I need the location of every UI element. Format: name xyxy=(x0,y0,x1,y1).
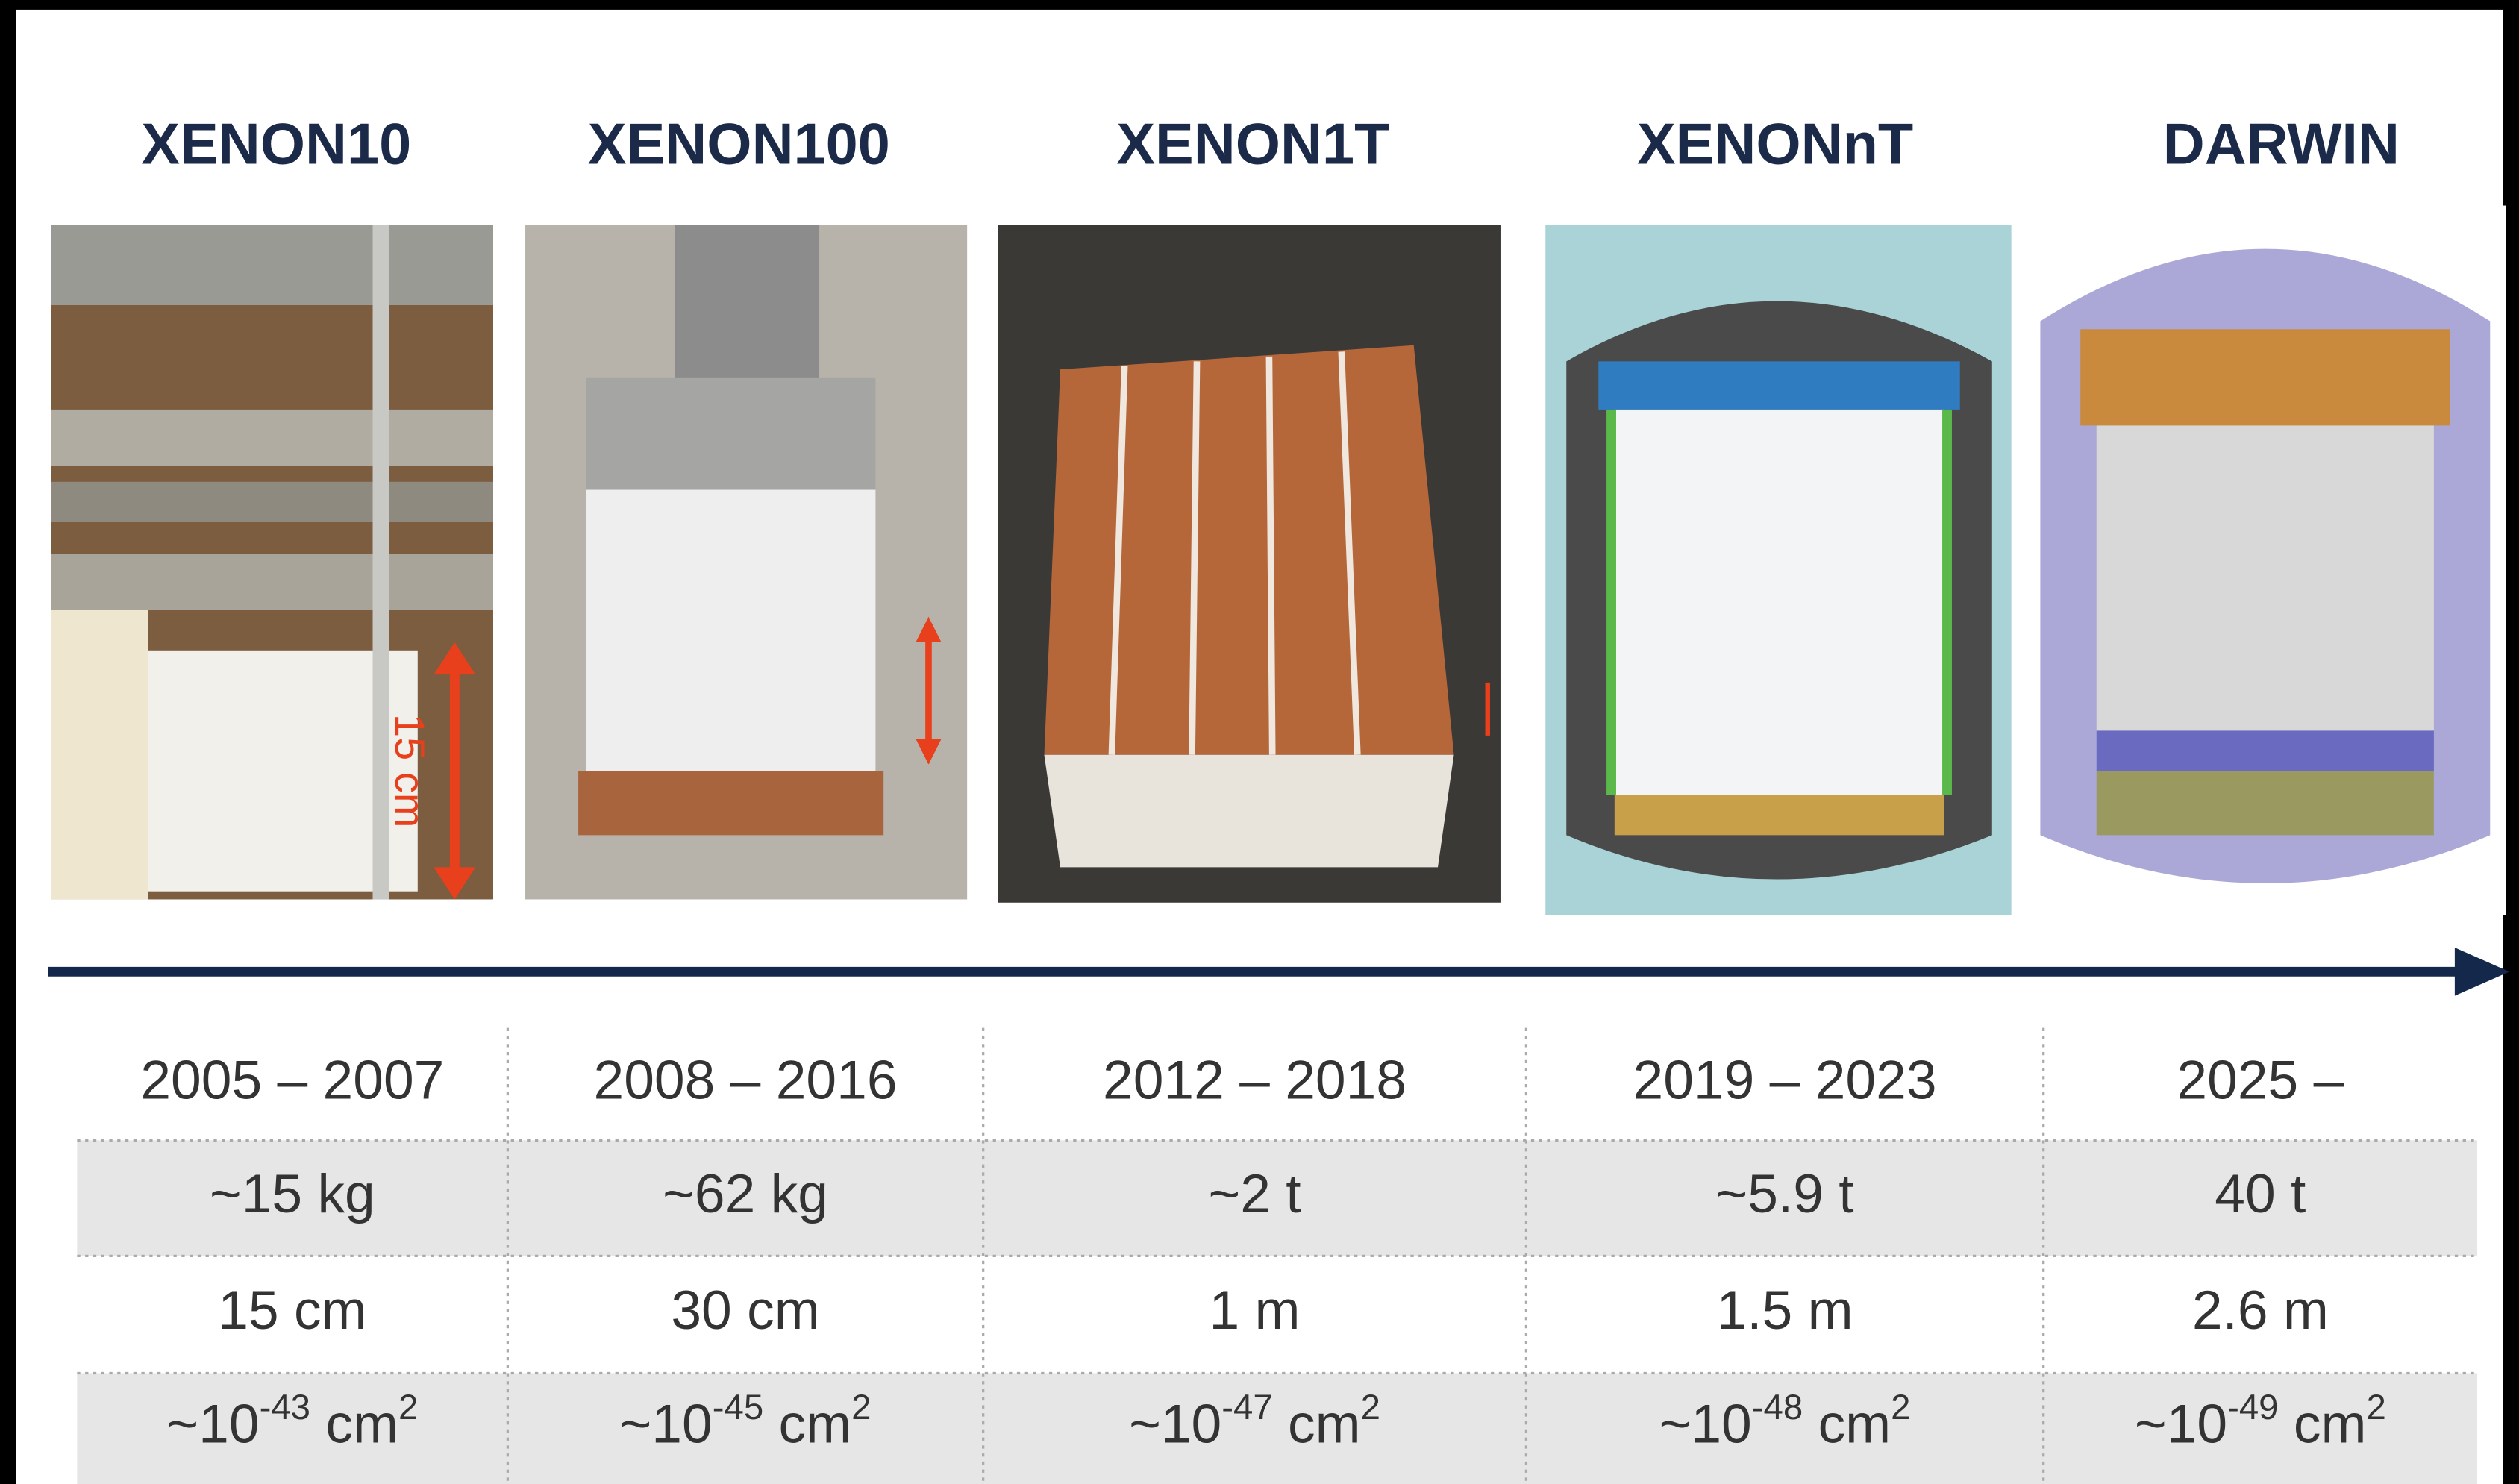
cell-exponent: -48 xyxy=(1752,1387,1803,1427)
cell-unit: cm xyxy=(1273,1394,1361,1455)
scale-label: 15 cm xyxy=(387,714,434,827)
cell-base: ~10 xyxy=(1659,1394,1752,1455)
cell-unit-exponent: 2 xyxy=(398,1387,418,1427)
table-cell: ~5.9 t xyxy=(1715,1163,1853,1224)
column-title: XENON100 xyxy=(588,113,890,177)
column-title: XENON10 xyxy=(141,113,411,177)
render-darwin xyxy=(2016,206,2506,915)
table-cell: 2012 – 2018 xyxy=(1103,1049,1406,1110)
cell-base: ~10 xyxy=(2135,1394,2227,1455)
table-cell: 30 cm xyxy=(671,1280,819,1341)
table-cell: 2008 – 2016 xyxy=(593,1049,897,1110)
photo-xenon10: 15 cm xyxy=(51,225,493,899)
table-cell: ~62 kg xyxy=(663,1163,828,1224)
column-title: DARWIN xyxy=(2163,113,2400,177)
cell-unit-exponent: 2 xyxy=(1361,1387,1380,1427)
render-xenonnt xyxy=(1545,225,2011,915)
photo-xenon1t xyxy=(998,225,1501,902)
table-cell: 1.5 m xyxy=(1717,1280,1853,1341)
cell-base: ~10 xyxy=(620,1394,713,1455)
cell-unit-exponent: 2 xyxy=(2366,1387,2385,1427)
cell-unit: cm xyxy=(310,1394,398,1455)
column-title: XENONnT xyxy=(1637,113,1913,177)
cell-unit: cm xyxy=(1803,1394,1891,1455)
table-cell: 2025 – xyxy=(2177,1049,2344,1110)
table-cell: ~2 t xyxy=(1208,1163,1301,1224)
cell-exponent: -45 xyxy=(713,1387,763,1427)
column-title: XENON1T xyxy=(1116,113,1389,177)
cell-unit-exponent: 2 xyxy=(1891,1387,1910,1427)
cell-unit: cm xyxy=(2279,1394,2367,1455)
cell-unit-exponent: 2 xyxy=(851,1387,871,1427)
table-cell: 2019 – 2023 xyxy=(1633,1049,1937,1110)
table-cell: 2005 – 2007 xyxy=(140,1049,444,1110)
table-cell: 15 cm xyxy=(218,1280,366,1341)
cell-exponent: -49 xyxy=(2227,1387,2278,1427)
table-cell: 1 m xyxy=(1210,1280,1301,1341)
cell-unit: cm xyxy=(763,1394,851,1455)
cell-base: ~10 xyxy=(166,1394,259,1455)
slide: XENON10 XENON100 XENON1T XENONnT DARWIN 15 c… xyxy=(0,0,2519,1484)
cell-base: ~10 xyxy=(1129,1394,1221,1455)
table-cell: 40 t xyxy=(2215,1163,2306,1224)
page: XENON10 XENON100 XENON1T XENONnT DARWIN 15 c… xyxy=(0,0,2519,1484)
cell-exponent: -47 xyxy=(1221,1387,1272,1427)
table-cell: 2.6 m xyxy=(2192,1280,2329,1341)
table-cell: ~15 kg xyxy=(210,1163,375,1224)
photo-xenon100 xyxy=(525,225,967,899)
cell-exponent: -43 xyxy=(260,1387,310,1427)
